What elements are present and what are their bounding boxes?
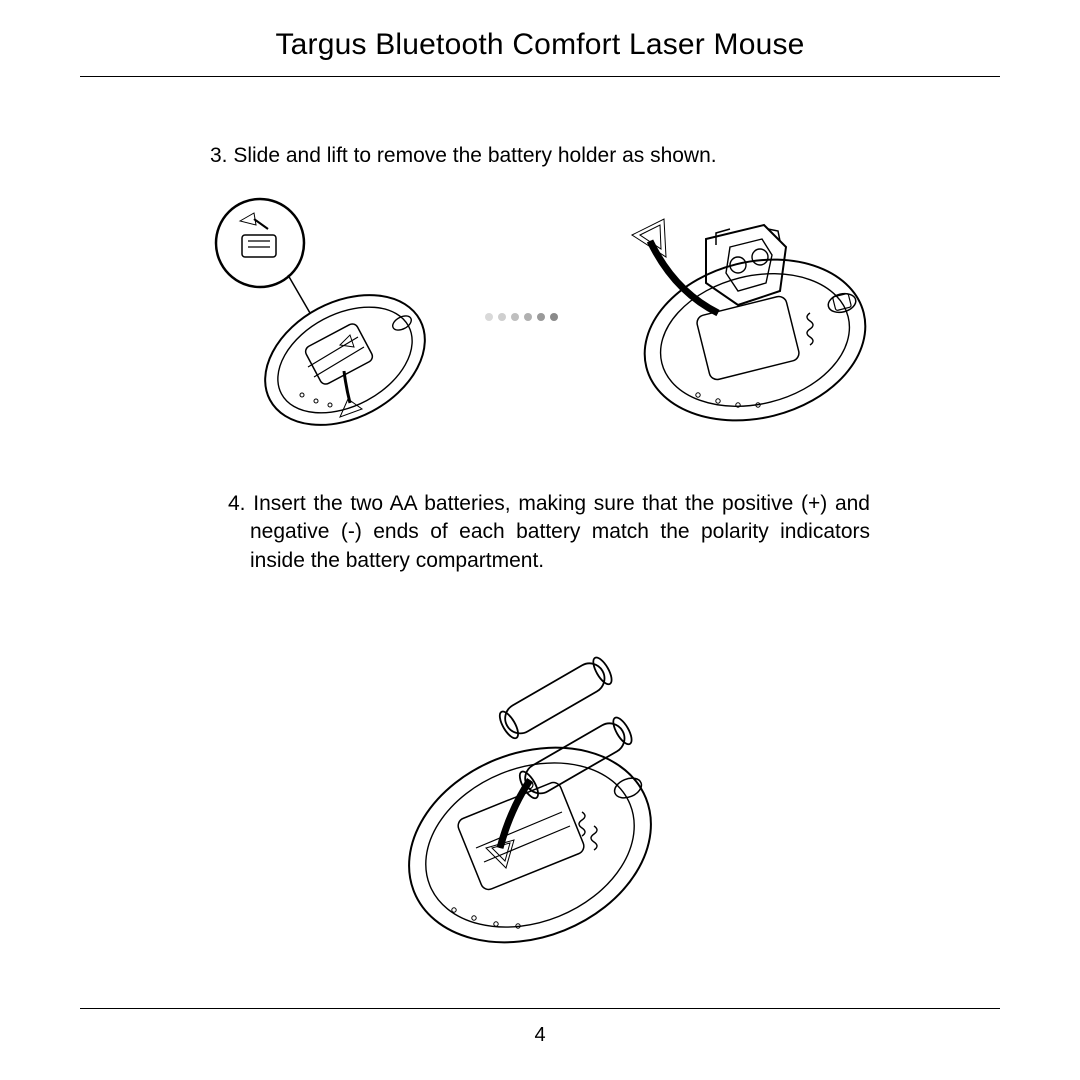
step-4-text-body: 4. Insert the two AA batteries, making s… bbox=[228, 490, 870, 575]
diagram-lift-holder bbox=[610, 195, 890, 435]
page-title: Targus Bluetooth Comfort Laser Mouse bbox=[0, 28, 1080, 62]
dot-icon bbox=[550, 313, 558, 321]
page-number: 4 bbox=[0, 1024, 1080, 1047]
step-3-text: 3. Slide and lift to remove the battery … bbox=[210, 142, 870, 170]
dot-icon bbox=[511, 313, 519, 321]
transition-dots bbox=[485, 313, 558, 321]
diagram-slide-holder bbox=[190, 195, 450, 435]
step-4-text: 4. Insert the two AA batteries, making s… bbox=[228, 490, 870, 575]
dot-icon bbox=[498, 313, 506, 321]
step-3-figures bbox=[190, 195, 890, 455]
dot-icon bbox=[485, 313, 493, 321]
header-rule bbox=[80, 76, 1000, 77]
dot-icon bbox=[524, 313, 532, 321]
diagram-insert-batteries bbox=[380, 640, 700, 960]
footer-rule bbox=[80, 1008, 1000, 1009]
manual-page: Targus Bluetooth Comfort Laser Mouse 3. … bbox=[0, 0, 1080, 1080]
dot-icon bbox=[537, 313, 545, 321]
